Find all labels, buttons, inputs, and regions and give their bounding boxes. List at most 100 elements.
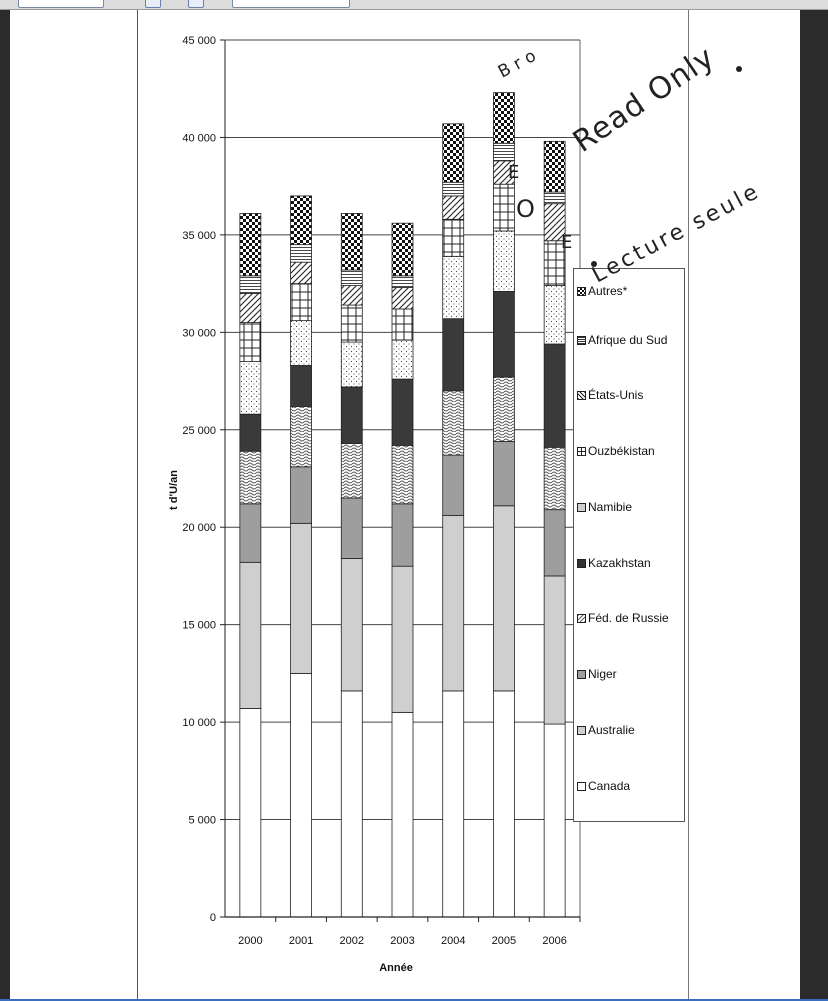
bar-segment-canada: [493, 690, 515, 918]
legend-item: Afrique du Sud: [577, 333, 685, 347]
legend-label: Féd. de Russie: [588, 611, 669, 625]
bar-segment-kazakhstan: [493, 291, 515, 378]
bar-segment-niger: [340, 497, 363, 559]
page-number-field[interactable]: [18, 0, 104, 8]
bar-segment-australie: [290, 522, 312, 674]
bar-segment-canada: [290, 672, 312, 918]
chart-legend: Autres* Afrique du Sud États-Unis Ouzbékist…: [573, 268, 685, 822]
bar-segment-f-d-de-russie: [290, 405, 312, 468]
bar-segment-f-d-de-russie: [340, 443, 363, 499]
bar-segment-namibie: [239, 361, 262, 415]
bar-segment-afrique-du-sud: [290, 244, 312, 263]
legend-item: Féd. de Russie: [577, 611, 685, 625]
bar-segment-niger: [493, 441, 515, 507]
legend-swatch: [577, 447, 586, 456]
bar-segment-kazakhstan: [290, 365, 312, 407]
bar-segment-f-d-de-russie: [442, 390, 465, 456]
page-margin-rule-left: [137, 10, 138, 999]
legend-item: Ouzbékistan: [577, 444, 685, 458]
bar-segment-autres-: [543, 140, 566, 193]
status-strip: [0, 999, 828, 1001]
fit-width-icon[interactable]: [188, 0, 204, 8]
bar-segment-autres-: [493, 92, 515, 144]
bar-segment-afrique-du-sud: [442, 181, 465, 197]
legend-label: États-Unis: [588, 388, 644, 402]
legend-swatch: [577, 391, 586, 400]
bar-segment-niger: [543, 509, 566, 577]
bar-segment-autres-: [391, 222, 414, 277]
bar-segment--tats-unis: [543, 203, 566, 242]
bar-segment-niger: [442, 454, 465, 516]
bar-segment-autres-: [442, 123, 465, 183]
bar-segment-f-d-de-russie: [391, 444, 414, 505]
legend-swatch: [577, 503, 586, 512]
zoom-field[interactable]: [232, 0, 350, 8]
bar-segment-afrique-du-sud: [340, 269, 363, 286]
bar-segment-namibie: [391, 339, 414, 380]
legend-swatch: [577, 726, 586, 735]
bar-segment-afrique-du-sud: [543, 191, 566, 205]
legend-item: Australie: [577, 723, 685, 737]
y-tick-label: 15 000: [182, 620, 216, 632]
bar-segment-kazakhstan: [340, 386, 363, 444]
bar-segment-namibie: [340, 341, 363, 388]
bar-segment-canada: [239, 708, 262, 918]
page-margin-rule-right: [688, 10, 689, 999]
legend-label: Ouzbékistan: [588, 444, 655, 458]
bar-segment-ouzb-kistan: [239, 322, 262, 362]
bar-segment-australie: [442, 515, 465, 692]
bar-segment-ouzb-kistan: [340, 304, 363, 343]
bar-segment-autres-: [340, 213, 363, 271]
bar-segment-australie: [493, 505, 515, 692]
legend-label: Namibie: [588, 500, 633, 514]
x-axis-label: Année: [379, 962, 413, 974]
bar-segment--tats-unis: [290, 261, 312, 285]
bar-segment-namibie: [290, 320, 312, 366]
y-tick-label: 0: [210, 912, 216, 924]
bar-segment-australie: [391, 565, 414, 713]
bar-segment--tats-unis: [442, 195, 465, 220]
legend-label: Autres*: [588, 284, 628, 298]
bar-segment-canada: [442, 690, 465, 918]
legend-item: Kazakhstan: [577, 556, 685, 570]
bar-segment-niger: [290, 466, 312, 524]
bar-segment-afrique-du-sud: [391, 275, 414, 288]
legend-swatch: [577, 336, 586, 345]
viewer-toolbar: [0, 0, 828, 10]
legend-swatch: [577, 670, 586, 679]
fit-page-icon[interactable]: [145, 0, 161, 8]
y-tick-label: 45 000: [182, 35, 216, 47]
bar-segment-ouzb-kistan: [442, 218, 465, 257]
bar-segment--tats-unis: [493, 160, 515, 185]
y-tick-label: 5 000: [188, 815, 216, 827]
bar-segment-ouzb-kistan: [391, 308, 414, 341]
legend-swatch: [577, 614, 586, 623]
y-tick-label: 25 000: [182, 425, 216, 437]
bar-segment-canada: [340, 690, 363, 918]
bar-segment-autres-: [290, 195, 312, 246]
bar-segment-ouzb-kistan: [290, 283, 312, 322]
bar-segment-australie: [543, 575, 566, 725]
x-tick-label: 2003: [390, 935, 414, 947]
bar-segment-afrique-du-sud: [493, 142, 515, 162]
y-tick-label: 30 000: [182, 327, 216, 339]
bar-segment-namibie: [442, 255, 465, 320]
bar-segment-namibie: [493, 230, 515, 292]
x-tick-label: 2000: [238, 935, 262, 947]
legend-swatch: [577, 782, 586, 791]
bar-segment-f-d-de-russie: [493, 376, 515, 442]
legend-item: Niger: [577, 667, 685, 681]
y-tick-label: 10 000: [182, 717, 216, 729]
legend-label: Canada: [588, 779, 631, 793]
y-tick-label: 40 000: [182, 132, 216, 144]
x-tick-label: 2002: [340, 935, 364, 947]
bar-segment-f-d-de-russie: [239, 450, 262, 505]
bar-segment--tats-unis: [391, 287, 414, 310]
bar-segment-kazakhstan: [543, 343, 566, 448]
legend-label: Australie: [588, 723, 635, 737]
bar-segment-niger: [239, 503, 262, 563]
bar-segment-kazakhstan: [442, 318, 465, 392]
bar-segment-canada: [543, 723, 566, 918]
bar-segment-afrique-du-sud: [239, 275, 262, 294]
